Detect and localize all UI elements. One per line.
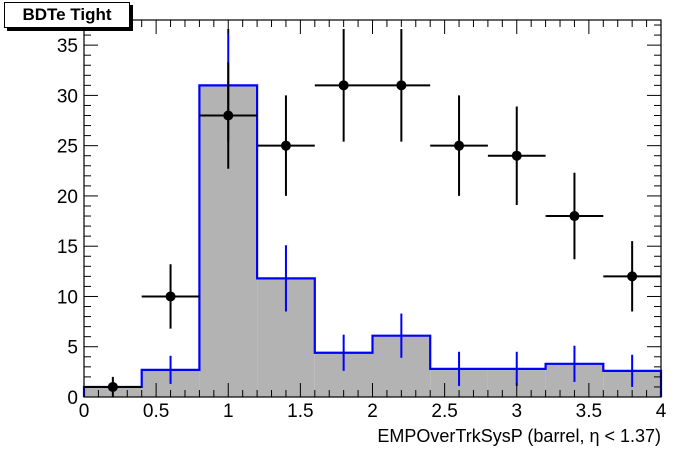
x-tick-label: 0 xyxy=(79,401,90,422)
x-tick-label: 3 xyxy=(511,401,522,422)
y-tick-label: 5 xyxy=(67,338,78,359)
data-point xyxy=(627,271,638,282)
x-tick-label: 1.5 xyxy=(287,401,313,422)
y-tick-label: 15 xyxy=(57,237,78,258)
data-point xyxy=(569,211,580,222)
y-tick-label: 0 xyxy=(67,388,78,409)
x-tick-label: 2 xyxy=(367,401,378,422)
data-point xyxy=(107,381,118,392)
y-tick-label: 10 xyxy=(57,287,78,308)
data-point xyxy=(165,291,176,302)
x-axis-title: EMPOverTrkSysP (barrel, η < 1.37) xyxy=(377,426,661,446)
x-tick-label: 0.5 xyxy=(143,401,169,422)
y-tick-label: 25 xyxy=(57,137,78,158)
axes: 0 0.5 1 1.5 2 2.5 3 3.5 4 0 5 10 15 20 25 30 35 xyxy=(57,19,667,422)
y-tick-label: 30 xyxy=(57,86,78,107)
data-point xyxy=(396,80,407,91)
data-point xyxy=(280,140,291,151)
x-tick-label: 3.5 xyxy=(576,401,602,422)
data-point xyxy=(511,150,522,161)
histogram-outline xyxy=(82,84,663,397)
data-points-layer xyxy=(84,29,661,397)
x-tick-label: 4 xyxy=(656,401,667,422)
data-point xyxy=(454,140,465,151)
data-point xyxy=(223,110,234,121)
plot-area xyxy=(84,20,661,397)
y-tick-label: 20 xyxy=(57,187,78,208)
y-tick-label: 35 xyxy=(57,36,78,57)
x-tick-label: 1 xyxy=(223,401,234,422)
data-point xyxy=(338,80,349,91)
x-tick-label: 2.5 xyxy=(431,401,457,422)
chart-title: BDTe Tight xyxy=(4,2,130,28)
